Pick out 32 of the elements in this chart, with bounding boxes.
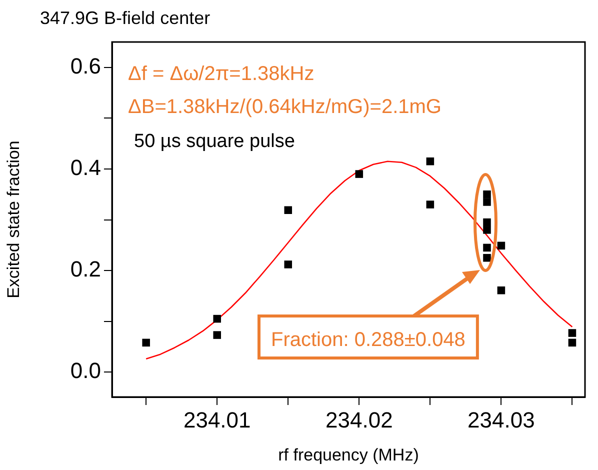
- annotation: ΔB=1.38kHz/(0.64kHz/mG)=2.1mG: [128, 96, 442, 118]
- x-tick-label: 234.01: [183, 407, 251, 432]
- y-tick-label: 0.0: [70, 358, 101, 384]
- y-axis-title: Excited state fraction: [4, 140, 23, 298]
- x-tick-label: 234.02: [326, 407, 393, 432]
- point: [284, 260, 292, 268]
- y-tick-label: 0.2: [70, 256, 101, 282]
- y-tick-label: 0.6: [70, 53, 101, 78]
- point: [355, 170, 364, 178]
- point: [483, 244, 491, 252]
- annotation: 50 µs square pulse: [134, 131, 295, 152]
- x-axis-title: rf frequency (MHz): [278, 445, 419, 464]
- point: [497, 242, 506, 250]
- point: [568, 338, 576, 347]
- point: [497, 286, 506, 294]
- annotation: Fraction: 0.288±0.048: [271, 329, 466, 351]
- point: [483, 190, 491, 198]
- point: [483, 226, 491, 234]
- y-tick-label: 0.4: [70, 155, 101, 180]
- point: [426, 157, 434, 166]
- point: [213, 314, 221, 323]
- point: [284, 206, 292, 214]
- point: [426, 200, 434, 208]
- point: [568, 329, 576, 337]
- annotation: Δf = Δω/2π=1.38kHz: [128, 63, 314, 85]
- x-tick-label: 234.03: [468, 407, 535, 432]
- point: [483, 218, 491, 226]
- chart-title: 347.9G B-field center: [40, 8, 210, 28]
- point: [213, 331, 221, 339]
- point: [483, 198, 491, 206]
- point: [483, 254, 491, 262]
- point: [142, 338, 150, 347]
